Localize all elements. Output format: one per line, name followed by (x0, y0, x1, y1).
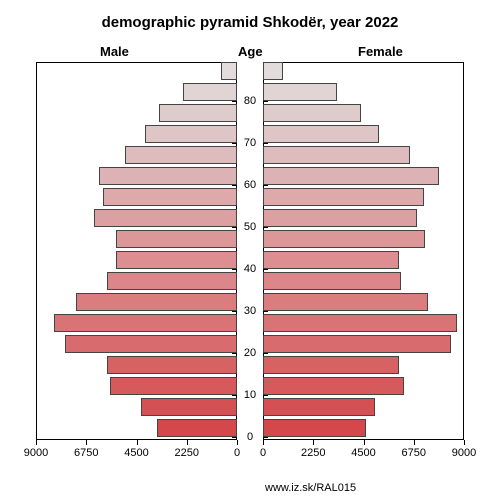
male-bar (107, 272, 237, 290)
female-bar (263, 314, 457, 332)
x-tick-label: 9000 (16, 447, 56, 459)
age-tick-mark (232, 227, 237, 228)
age-tick-mark (232, 143, 237, 144)
age-tick-label: 0 (238, 431, 262, 443)
female-bar (263, 419, 366, 437)
age-tick-mark (263, 311, 268, 312)
female-bar (263, 356, 399, 374)
male-bar (145, 125, 237, 143)
male-label: Male (100, 44, 129, 59)
x-tick-mark (36, 440, 37, 445)
age-tick-mark (232, 101, 237, 102)
age-tick-mark (263, 395, 268, 396)
male-bar (76, 293, 237, 311)
x-tick-mark (464, 440, 465, 445)
x-tick-label: 2250 (167, 447, 207, 459)
female-bar (263, 398, 375, 416)
female-bar (263, 293, 428, 311)
female-bar (263, 230, 425, 248)
male-bar (54, 314, 237, 332)
female-bar (263, 83, 337, 101)
female-label: Female (358, 44, 403, 59)
female-bar (263, 167, 439, 185)
age-tick-mark (263, 353, 268, 354)
female-bar (263, 335, 451, 353)
female-bar (263, 251, 399, 269)
age-tick-mark (263, 227, 268, 228)
x-tick-mark (137, 440, 138, 445)
age-tick-label: 80 (238, 95, 262, 107)
male-bar (221, 62, 237, 80)
x-tick-label: 9000 (444, 447, 484, 459)
age-tick-mark (263, 143, 268, 144)
female-bar (263, 125, 379, 143)
female-bar (263, 62, 283, 80)
male-bar (94, 209, 237, 227)
male-bar (159, 104, 237, 122)
x-tick-label: 4500 (344, 447, 384, 459)
x-tick-mark (414, 440, 415, 445)
male-bar (103, 188, 237, 206)
age-tick-mark (232, 353, 237, 354)
age-tick-mark (263, 437, 268, 438)
male-bar (183, 83, 237, 101)
x-tick-label: 4500 (117, 447, 157, 459)
x-tick-mark (263, 440, 264, 445)
age-tick-mark (232, 395, 237, 396)
female-bar (263, 377, 404, 395)
female-bar (263, 272, 401, 290)
age-tick-label: 20 (238, 347, 262, 359)
male-bar (65, 335, 237, 353)
age-tick-mark (232, 437, 237, 438)
male-bar (107, 356, 237, 374)
age-tick-mark (263, 101, 268, 102)
age-tick-mark (263, 269, 268, 270)
female-bar (263, 209, 417, 227)
chart-title: demographic pyramid Shkodër, year 2022 (0, 14, 500, 31)
age-tick-label: 30 (238, 305, 262, 317)
x-tick-label: 6750 (394, 447, 434, 459)
age-tick-mark (232, 311, 237, 312)
age-label: Age (238, 44, 263, 59)
male-bar (125, 146, 237, 164)
x-tick-mark (364, 440, 365, 445)
female-bar (263, 188, 424, 206)
age-tick-mark (232, 185, 237, 186)
female-bar (263, 104, 361, 122)
x-tick-mark (237, 440, 238, 445)
male-bar (99, 167, 237, 185)
male-bar (141, 398, 237, 416)
age-tick-label: 60 (238, 179, 262, 191)
age-tick-label: 40 (238, 263, 262, 275)
x-tick-mark (313, 440, 314, 445)
x-tick-mark (187, 440, 188, 445)
age-tick-label: 10 (238, 389, 262, 401)
age-tick-mark (263, 185, 268, 186)
source-url: www.iz.sk/RAL015 (265, 482, 356, 494)
female-bar (263, 146, 410, 164)
male-bar (116, 251, 237, 269)
x-tick-mark (86, 440, 87, 445)
x-tick-label: 2250 (293, 447, 333, 459)
age-tick-label: 70 (238, 137, 262, 149)
x-tick-label: 6750 (66, 447, 106, 459)
male-bar (116, 230, 237, 248)
age-tick-label: 50 (238, 221, 262, 233)
x-tick-label: 0 (243, 447, 283, 459)
age-tick-mark (232, 269, 237, 270)
male-bar (110, 377, 237, 395)
male-bar (157, 419, 237, 437)
